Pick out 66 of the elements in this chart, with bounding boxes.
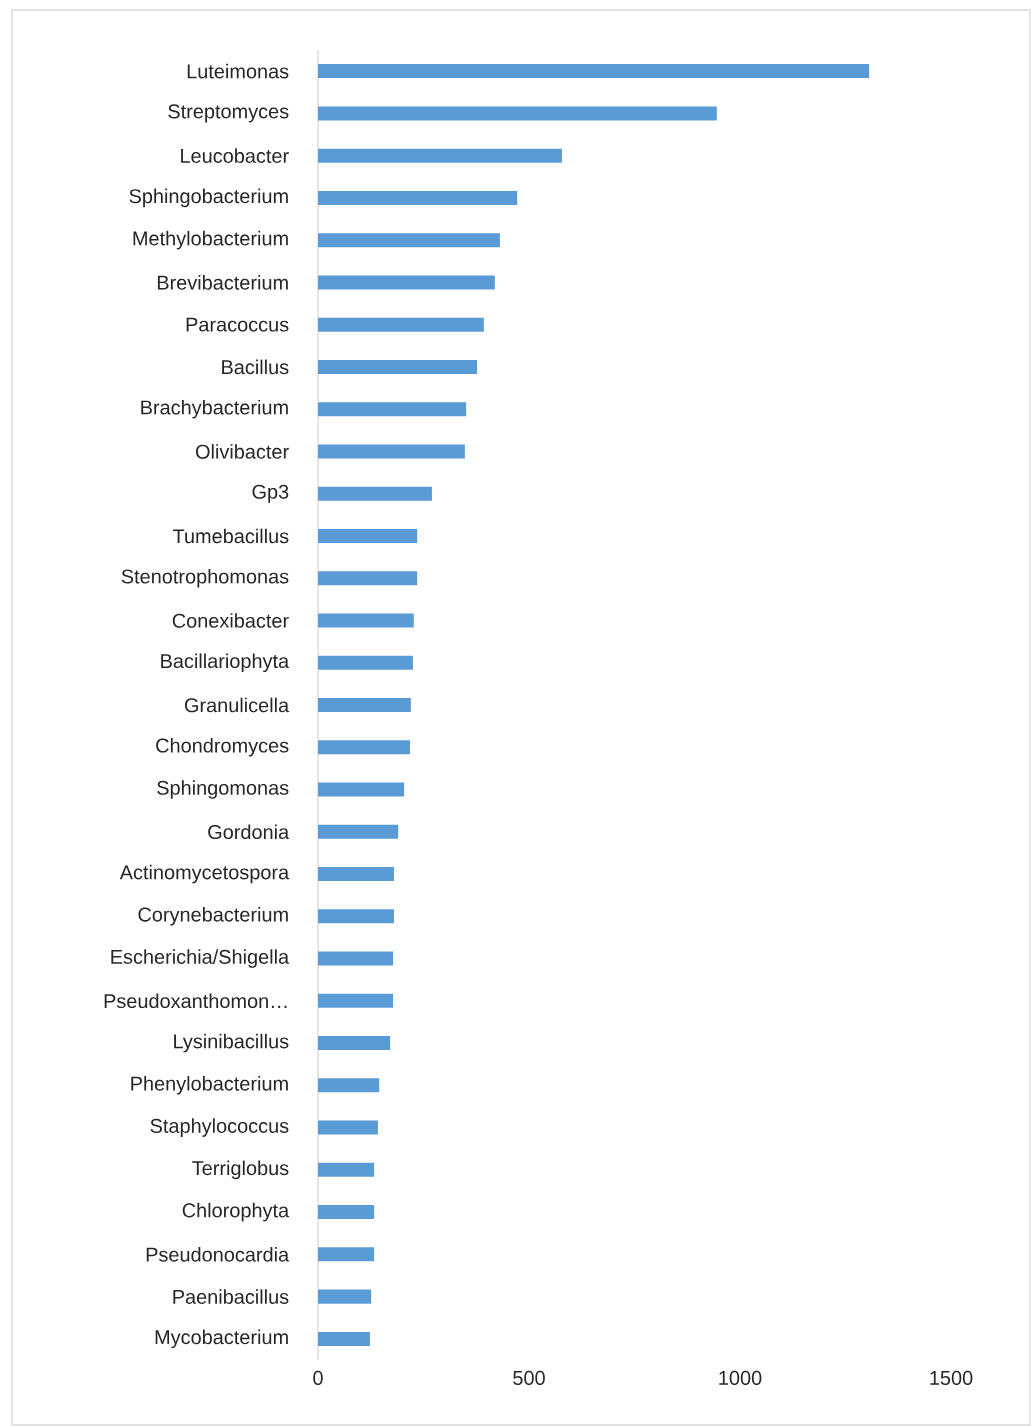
bar <box>318 909 395 924</box>
x-tick-label: 0 <box>313 1370 323 1385</box>
y-tick-label: Staphylococcus <box>150 1118 289 1137</box>
y-tick-label: Mycobacterium <box>155 1329 288 1349</box>
y-tick-label: Pseudoxanthomon… <box>104 993 287 1009</box>
y-tick-label: Paenibacillus <box>173 1289 289 1304</box>
y-tick-label: Brachybacterium <box>141 399 288 419</box>
y-tick-label: Granulicella <box>185 697 290 713</box>
bar <box>318 1162 375 1177</box>
y-tick-label: Phenylobacterium <box>131 1076 288 1095</box>
y-tick-label: Conexibacter <box>172 613 289 628</box>
y-tick-label: Sphingobacterium <box>129 188 288 208</box>
y-tick-label: Streptomyces <box>168 104 289 123</box>
y-tick-label: Escherichia/Shigella <box>111 949 290 968</box>
bar <box>318 951 394 966</box>
y-tick-label: Corynebacterium <box>138 907 288 926</box>
bar <box>318 1036 391 1051</box>
y-tick-label: Methylobacterium <box>133 230 288 250</box>
bar <box>318 190 518 205</box>
y-tick-label: Gordonia <box>208 824 290 840</box>
bar <box>318 1331 371 1346</box>
x-tick-label: 1000 <box>719 1370 762 1385</box>
y-tick-label: Terriglobus <box>192 1160 289 1180</box>
bar <box>318 106 717 121</box>
bar <box>318 64 870 79</box>
bar <box>318 148 563 163</box>
y-tick-label: Gp3 <box>252 484 289 503</box>
y-tick-label: Luteimonas <box>187 63 289 79</box>
bar <box>318 317 484 332</box>
bar <box>318 444 465 459</box>
y-tick-label: Lysinibacillus <box>174 1033 289 1053</box>
bar <box>318 528 418 543</box>
bar <box>318 613 414 628</box>
bar <box>318 233 501 248</box>
bar <box>318 1120 379 1135</box>
y-tick-label: Sphingomonas <box>157 780 289 799</box>
y-tick-label: Leucobacter <box>181 148 289 163</box>
y-tick-label: Bacillariophyta <box>161 653 290 673</box>
bar <box>318 571 418 586</box>
y-tick-label: Pseudonocardia <box>146 1247 290 1262</box>
y-tick-label: Olivibacter <box>196 444 289 459</box>
bar <box>318 824 399 839</box>
bar <box>318 740 411 755</box>
y-tick-label: Actinomycetospora <box>119 864 290 884</box>
y-tick-label: Stenotrophomonas <box>121 568 289 588</box>
y-tick-label: Bacillus <box>222 359 289 375</box>
bar <box>318 655 414 670</box>
x-tick-label: 500 <box>513 1370 545 1385</box>
bar <box>318 1247 375 1262</box>
bar <box>318 698 411 712</box>
y-tick-label: Paracoccus <box>186 317 289 332</box>
y-tick-label: Tumebacillus <box>173 528 289 544</box>
bar <box>318 993 394 1008</box>
bar <box>318 275 495 290</box>
bar <box>318 402 467 417</box>
bar <box>318 867 395 882</box>
y-tick-label: Brevibacterium <box>158 275 288 290</box>
y-tick-label: Chondromyces <box>156 737 289 757</box>
x-tick-label: 1500 <box>930 1370 973 1385</box>
bar <box>318 1205 375 1220</box>
y-tick-label: Chlorophyta <box>182 1202 290 1222</box>
bar <box>318 359 478 374</box>
bar <box>318 486 433 501</box>
bar <box>318 1289 372 1304</box>
bar <box>318 782 405 797</box>
bar <box>318 1078 380 1093</box>
